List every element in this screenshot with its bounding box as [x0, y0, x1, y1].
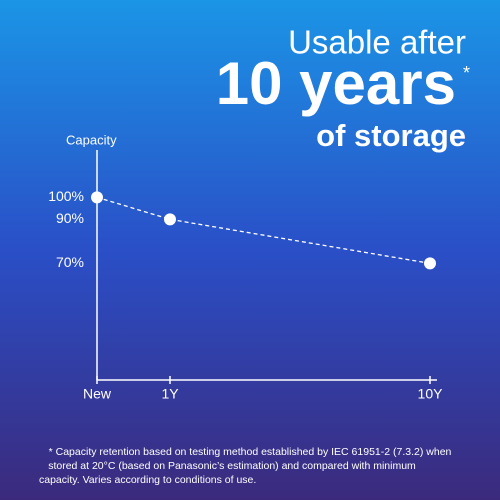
title-asterisk: *: [463, 63, 470, 83]
data-point: [164, 213, 176, 226]
title-line1: Usable after: [288, 24, 466, 61]
footnote-line: stored at 20°C (based on Panasonic’s est…: [48, 460, 416, 472]
data-point: [424, 257, 436, 270]
x-tick-label: 10Y: [418, 386, 444, 402]
data-line: [96, 196, 431, 264]
x-tick-label: New: [83, 386, 112, 402]
title-line2: 10 years: [216, 50, 456, 117]
y-tick-label: 90%: [56, 210, 84, 226]
footnote-line: capacity. Varies according to conditions…: [39, 474, 256, 486]
x-tick-label: 1Y: [161, 386, 179, 402]
y-tick-label: 70%: [56, 254, 84, 270]
title-line3: of storage: [316, 118, 466, 153]
footnote-line: * Capacity retention based on testing me…: [49, 446, 452, 458]
y-axis-label: Capacity: [66, 132, 117, 147]
y-tick-label: 100%: [48, 188, 84, 204]
data-point: [91, 191, 103, 204]
